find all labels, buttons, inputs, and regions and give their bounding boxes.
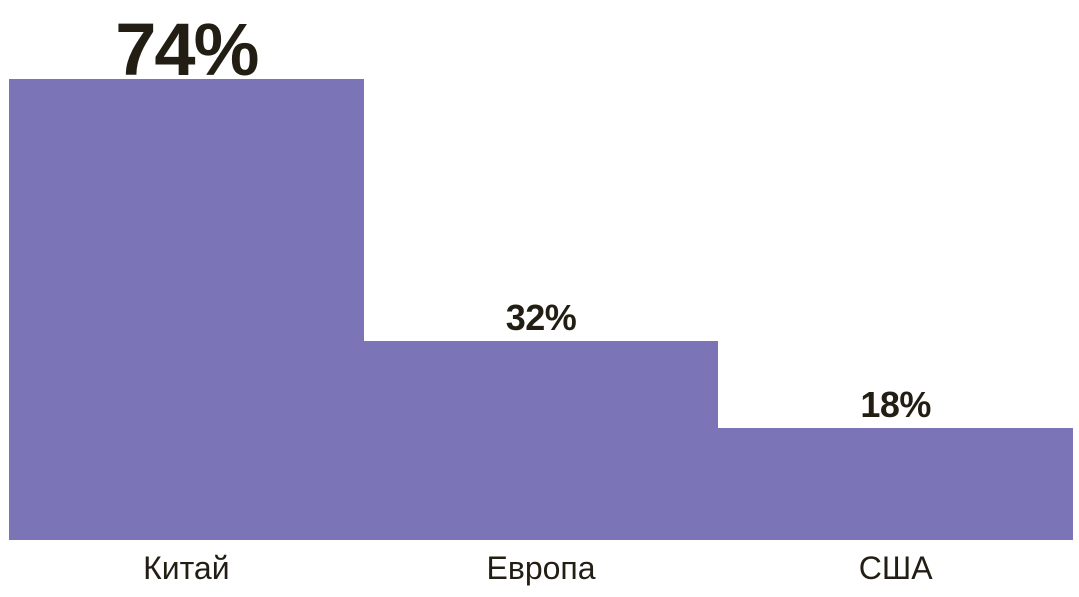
bar-china bbox=[9, 79, 364, 540]
value-label-china: 74% bbox=[115, 8, 259, 91]
bar-column-europe: 32% bbox=[363, 297, 719, 540]
plot-area: 74% 32% 18% bbox=[9, 0, 1074, 540]
x-label-china: Китай bbox=[143, 550, 230, 586]
bar-column-china: 74% bbox=[9, 13, 364, 540]
x-label-usa: США bbox=[858, 550, 933, 586]
bar-column-usa: 18% bbox=[718, 384, 1074, 540]
bar-usa bbox=[718, 428, 1074, 540]
x-axis-labels: Китай Европа США bbox=[9, 550, 1073, 586]
bar-europe bbox=[363, 341, 719, 540]
x-label-europe: Европа bbox=[486, 550, 596, 586]
value-label-usa: 18% bbox=[860, 384, 931, 425]
value-label-europe: 32% bbox=[505, 297, 577, 338]
